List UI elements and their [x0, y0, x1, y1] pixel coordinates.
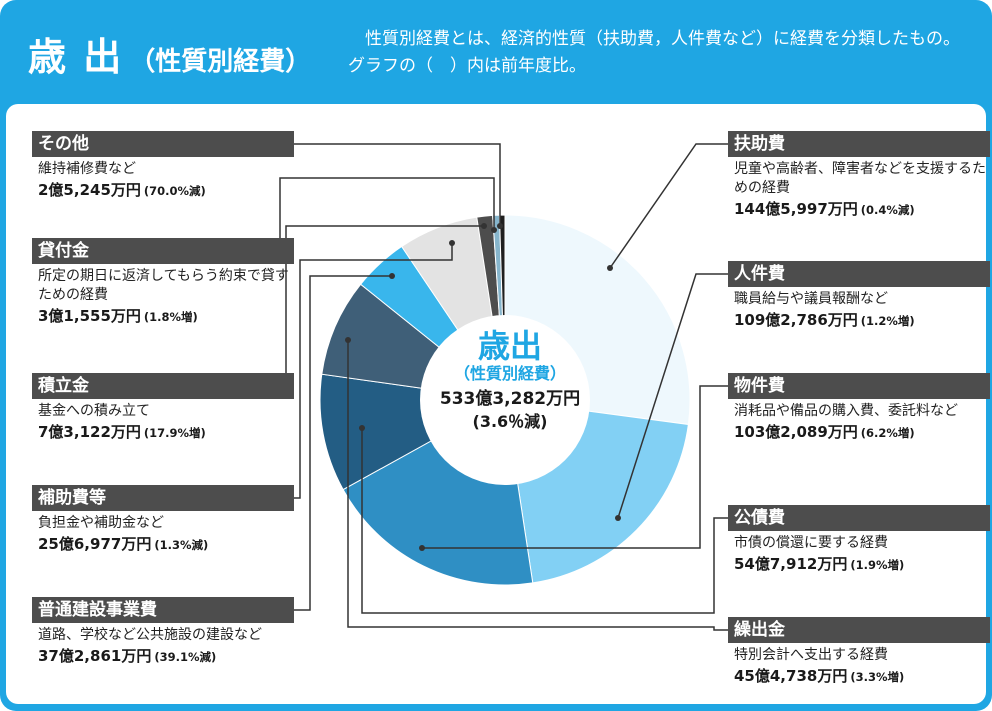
label-desc: 維持補修費など: [38, 161, 136, 177]
label-amount-row: 25億6,977万円 (1.3%減): [32, 533, 294, 556]
leader-dot-kosaihi: [359, 425, 365, 431]
label-block-kuridashikin: 繰出金 特別会計へ支出する経費 45億4,738万円 (3.3%増): [728, 617, 990, 688]
label-amount-row: 109億2,786万円 (1.2%増): [728, 309, 990, 332]
leader-dot-fujohi: [607, 265, 613, 271]
label-amount-row: 144億5,997万円 (0.4%減): [728, 198, 990, 221]
center-title: 歳出: [477, 327, 542, 365]
label-amount-row: 7億3,122万円 (17.9%増): [32, 421, 294, 444]
leader-dot-tsumitatekin: [481, 223, 487, 229]
label-block-futsukensetsu: 普通建設事業費 道路、学校など公共施設の建設など 37億2,861万円 (39.1…: [32, 597, 294, 668]
center-change: (3.6％減): [472, 412, 548, 431]
label-change: (3.3%増): [850, 670, 905, 684]
label-desc: 負担金や補助金など: [38, 515, 164, 531]
label-name: 普通建設事業費: [32, 597, 294, 623]
label-amount: 37億2,861万円: [38, 647, 152, 665]
label-amount: 45億4,738万円: [734, 667, 848, 685]
label-block-fujohi: 扶助費 児童や高齢者、障害者などを支援するための経費 144億5,997万円 (0…: [728, 131, 990, 221]
label-desc: 所定の期日に返済してもらう約束で貸すための経費: [38, 268, 289, 303]
leader-line-sonota: [294, 143, 501, 226]
label-amount: 2億5,245万円: [38, 181, 141, 199]
leader-line-kosaihi: [361, 428, 728, 614]
leader-line-futsukensetsu: [294, 275, 392, 611]
label-block-bukkenhi: 物件費 消耗品や備品の購入費、委託料など 103億2,089万円 (6.2%増): [728, 373, 990, 444]
label-block-kashitsukekin: 貸付金 所定の期日に返済してもらう約束で貸すための経費 3億1,555万円 (1.…: [32, 238, 294, 328]
center-label: 歳出 （性質別経費） 533億3,282万円 (3.6％減): [420, 328, 600, 433]
label-change: (0.4%減): [860, 203, 915, 217]
label-amount-row: 2億5,245万円 (70.0%減): [32, 179, 294, 202]
title-subtitle: （性質別経費）: [129, 47, 312, 77]
label-amount-row: 103億2,089万円 (6.2%増): [728, 421, 990, 444]
label-name: 積立金: [32, 373, 294, 399]
label-name: 繰出金: [728, 617, 990, 643]
label-name: その他: [32, 131, 294, 157]
label-change: (1.8%増): [143, 310, 198, 324]
label-block-hojohito: 補助費等 負担金や補助金など 25億6,977万円 (1.3%減): [32, 485, 294, 556]
label-desc: 市債の償還に要する経費: [734, 535, 888, 551]
label-change: (17.9%増): [143, 426, 206, 440]
label-desc: 消耗品や備品の購入費、委託料など: [734, 403, 958, 419]
label-name: 補助費等: [32, 485, 294, 511]
label-amount-row: 37億2,861万円 (39.1%減): [32, 645, 294, 668]
label-name: 物件費: [728, 373, 990, 399]
label-desc: 特別会計へ支出する経費: [734, 647, 888, 663]
label-block-kosaihi: 公債費 市債の償還に要する経費 54億7,912万円 (1.9%増): [728, 505, 990, 576]
label-change: (1.2%増): [860, 314, 915, 328]
leader-line-fujohi: [609, 143, 728, 269]
label-name: 扶助費: [728, 131, 990, 157]
label-amount: 3億1,555万円: [38, 307, 141, 325]
donut-hole: [420, 315, 590, 485]
title-main: 歳 出: [28, 35, 124, 79]
leader-dot-jinkenhi: [615, 515, 621, 521]
leader-dot-futsukensetsu: [389, 273, 395, 279]
leader-line-jinkenhi: [617, 273, 728, 519]
header-description: 性質別経費とは、経済的性質（扶助費，人件費など）に経費を分類したもの。グラフの（…: [348, 29, 960, 76]
center-total: 533億3,282万円: [439, 389, 581, 409]
label-desc: 基金への積み立て: [38, 403, 150, 419]
label-desc: 職員給与や議員報酬など: [734, 291, 888, 307]
leader-dot-kashitsukekin: [491, 227, 497, 233]
label-change: (70.0%減): [143, 184, 206, 198]
leader-dot-kuridashikin: [345, 337, 351, 343]
page-title: 歳 出（性質別経費）: [28, 26, 311, 81]
leader-line-hojohito: [294, 243, 453, 499]
label-amount: 7億3,122万円: [38, 423, 141, 441]
label-change: (6.2%増): [860, 426, 915, 440]
label-amount: 25億6,977万円: [38, 535, 152, 553]
leader-lines: [279, 143, 728, 631]
leader-line-bukkenhi: [422, 385, 728, 549]
label-amount-row: 45億4,738万円 (3.3%増): [728, 665, 990, 688]
label-block-jinkenhi: 人件費 職員給与や議員報酬など 109億2,786万円 (1.2%増): [728, 261, 990, 332]
label-name: 公債費: [728, 505, 990, 531]
leader-dot-hojohito: [449, 240, 455, 246]
label-block-sonota: その他 維持補修費など 2億5,245万円 (70.0%減): [32, 131, 294, 202]
label-amount: 144億5,997万円: [734, 200, 858, 218]
label-desc: 道路、学校など公共施設の建設など: [38, 627, 262, 643]
leader-dot-sonota: [497, 223, 503, 229]
label-block-tsumitatekin: 積立金 基金への積み立て 7億3,122万円 (17.9%増): [32, 373, 294, 444]
label-change: (1.3%減): [154, 538, 209, 552]
label-name: 人件費: [728, 261, 990, 287]
label-change: (39.1%減): [154, 650, 217, 664]
leader-dot-bukkenhi: [419, 545, 425, 551]
label-amount-row: 54億7,912万円 (1.9%増): [728, 553, 990, 576]
center-subtitle: （性質別経費）: [453, 364, 566, 383]
label-desc: 児童や高齢者、障害者などを支援するための経費: [734, 161, 986, 196]
label-amount-row: 3億1,555万円 (1.8%増): [32, 305, 294, 328]
leader-line-kuridashikin: [347, 340, 728, 631]
label-name: 貸付金: [32, 238, 294, 264]
label-amount: 109億2,786万円: [734, 311, 858, 329]
label-amount: 103億2,089万円: [734, 423, 858, 441]
label-amount: 54億7,912万円: [734, 555, 848, 573]
label-change: (1.9%増): [850, 558, 905, 572]
